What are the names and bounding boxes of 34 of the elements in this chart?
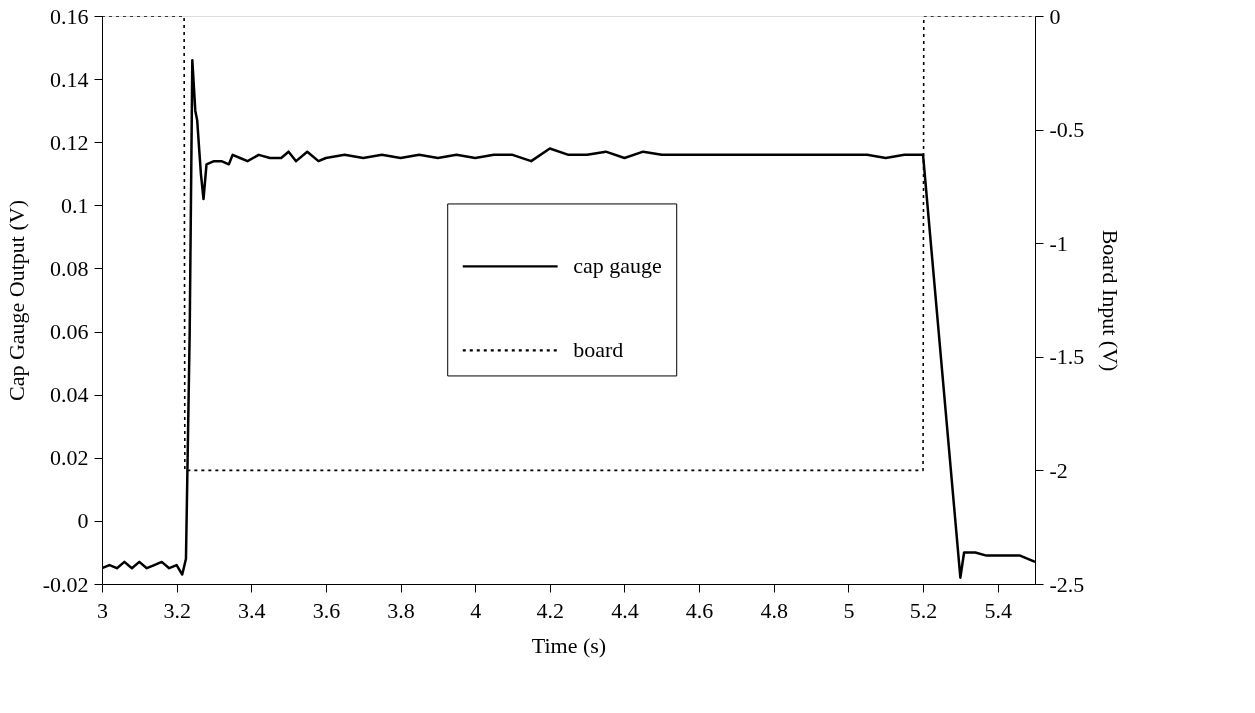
- x-tick-label: 5.2: [909, 597, 938, 623]
- y2-tick-label: -2: [1049, 457, 1068, 483]
- y-tick-label: 0.14: [50, 66, 89, 92]
- y-tick-label: 0.12: [50, 129, 89, 155]
- y-axis-title: Cap Gauge Output (V): [3, 199, 29, 402]
- y-tick-label: 0.1: [61, 192, 89, 218]
- x-tick-label: 3: [97, 597, 108, 623]
- x-tick-label: 4: [470, 597, 482, 623]
- x-tick-label: 3.2: [163, 597, 191, 623]
- x-axis-title: Time (s): [531, 632, 607, 658]
- y2-tick-label: -1.5: [1049, 344, 1085, 370]
- x-tick-label: 3.4: [238, 597, 266, 623]
- y-tick-label: 0: [77, 508, 89, 534]
- legend-label: board: [573, 337, 624, 363]
- x-tick-label: 4.2: [536, 597, 565, 623]
- y2-tick-label: -2.5: [1049, 571, 1085, 597]
- y-tick-label: 0.02: [50, 445, 89, 471]
- y-tick-label: 0.16: [50, 3, 89, 29]
- y2-axis-title: Board Input (V): [1098, 229, 1124, 372]
- y-tick-label: -0.02: [42, 571, 89, 597]
- legend-label: cap gauge: [573, 253, 662, 279]
- y2-tick-label: -1: [1049, 230, 1068, 256]
- x-tick-label: 4.6: [685, 597, 714, 623]
- x-tick-label: 3.8: [387, 597, 415, 623]
- x-tick-label: 4.8: [760, 597, 789, 623]
- x-tick-label: 5: [843, 597, 855, 623]
- x-tick-label: 5.4: [984, 597, 1012, 623]
- y2-tick-label: -0.5: [1049, 117, 1085, 143]
- x-tick-label: 4.4: [611, 597, 639, 623]
- y2-tick-label: 0: [1049, 3, 1061, 29]
- y-tick-label: 0.08: [50, 255, 89, 281]
- y-tick-label: 0.06: [50, 319, 89, 345]
- x-tick-label: 3.6: [312, 597, 341, 623]
- y-tick-label: 0.04: [50, 382, 89, 408]
